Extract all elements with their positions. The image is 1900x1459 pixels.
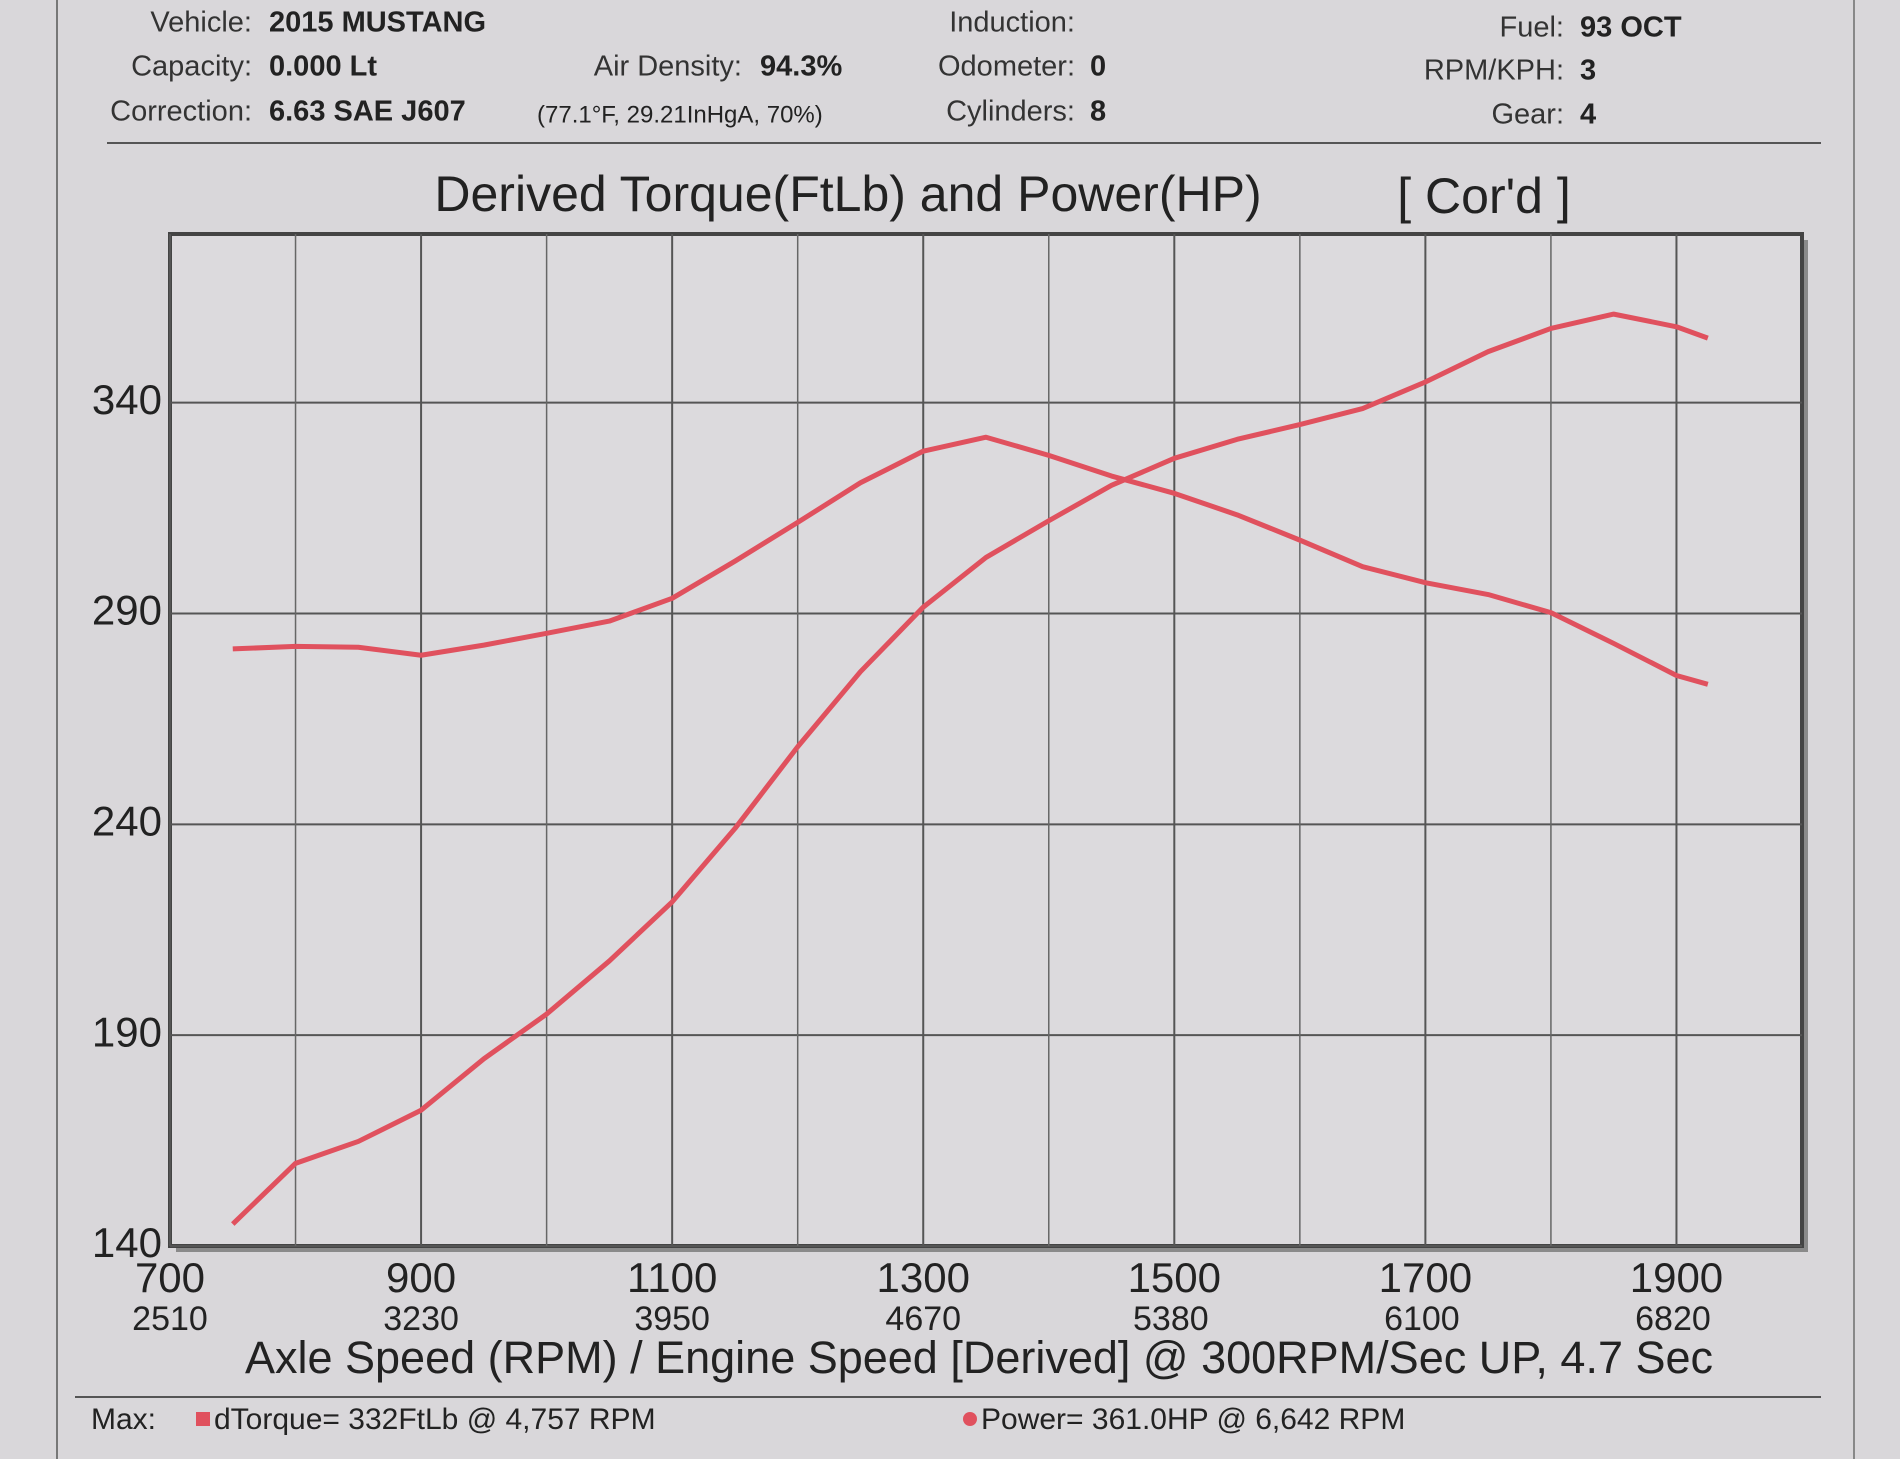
y-tick-label: 240: [92, 797, 162, 844]
header-value: 93 OCT: [1580, 12, 1682, 44]
x2-tick-label: 6100: [1384, 1300, 1460, 1338]
x2-tick-label: 4670: [885, 1300, 961, 1338]
legend-name: Power: [981, 1403, 1066, 1436]
x-tick-label: 700: [135, 1254, 205, 1301]
x-tick-label: 1900: [1630, 1254, 1723, 1301]
header-label: Air Density:: [594, 51, 742, 83]
y-tick-label: 340: [92, 376, 162, 423]
legend: dTorque= 332FtLb @ 4,757 RPM Power= 361.0…: [196, 1403, 1405, 1436]
header-label: Vehicle:: [150, 7, 252, 39]
header-label: Odometer:: [938, 51, 1075, 83]
header-value: 2015 MUSTANG: [269, 7, 486, 39]
y-tick-label: 140: [92, 1219, 162, 1266]
legend-entry: Power= 361.0HP @ 6,642 RPM: [981, 1403, 1405, 1436]
legend-max: = 361.0HP @ 6,642 RPM: [1066, 1403, 1405, 1436]
x2-tick-label: 3230: [383, 1300, 459, 1338]
header-value: 3: [1580, 55, 1596, 87]
y-tick-label: 290: [92, 587, 162, 634]
header-label: Gear:: [1491, 99, 1564, 131]
legend-prefix: Max:: [91, 1403, 156, 1436]
legend-marker: [963, 1412, 977, 1426]
x-tick-label: 1300: [877, 1254, 970, 1301]
header-value: 0.000 Lt: [269, 51, 377, 83]
x-tick-label: 1500: [1128, 1254, 1221, 1301]
series-line: [231, 311, 1709, 1226]
header-value: 94.3%: [760, 51, 842, 83]
x2-tick-label: 6820: [1635, 1300, 1711, 1338]
curves: [231, 311, 1709, 1226]
chart-subtitle: [ Cor'd ]: [1397, 168, 1571, 224]
header-value: 6.63 SAE J607: [269, 96, 466, 128]
header-label: Correction:: [110, 96, 252, 128]
x-tick-label: 1100: [627, 1254, 717, 1301]
header-label: Capacity:: [131, 51, 252, 83]
header-value: 8: [1090, 96, 1106, 128]
header-label: Induction:: [949, 7, 1075, 39]
grid: [169, 234, 1802, 1247]
header-value: 4: [1580, 99, 1596, 131]
legend-marker: [196, 1412, 210, 1426]
chart-title: Derived Torque(FtLb) and Power(HP): [434, 166, 1261, 222]
header-conditions: (77.1°F, 29.21InHgA, 70%): [537, 101, 823, 128]
header-value: 0: [1090, 51, 1106, 83]
series-line: [232, 434, 1709, 687]
header-label: Fuel:: [1500, 12, 1564, 44]
x-tick-label: 1700: [1379, 1254, 1472, 1301]
x2-tick-label: 5380: [1133, 1300, 1209, 1338]
header-label: RPM/KPH:: [1424, 55, 1564, 87]
x-tick-label: 900: [386, 1254, 456, 1301]
y-tick-label: 190: [92, 1008, 162, 1055]
x2-tick-label: 3950: [634, 1300, 710, 1338]
plot-area: [168, 232, 1804, 1248]
legend-entry: dTorque= 332FtLb @ 4,757 RPM: [214, 1403, 656, 1436]
legend-name: dTorque: [214, 1403, 322, 1436]
x2-tick-label: 2510: [132, 1300, 208, 1338]
x-axis-title: Axle Speed (RPM) / Engine Speed [Derived…: [245, 1332, 1713, 1383]
legend-max: = 332FtLb @ 4,757 RPM: [322, 1403, 655, 1436]
header-label: Cylinders:: [946, 96, 1075, 128]
